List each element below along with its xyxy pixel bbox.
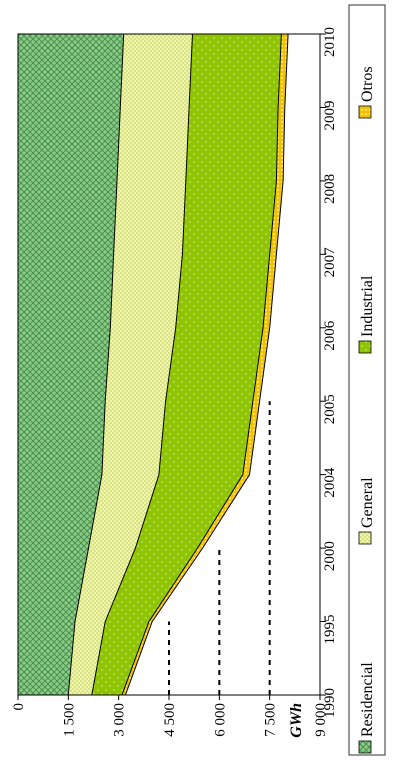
legend-swatch-industrial: [358, 340, 372, 354]
legend-label-residencial: Residencial: [359, 662, 376, 737]
category-label: 2010: [322, 27, 338, 57]
legend-swatch-residencial: [358, 740, 372, 754]
value-tick-label: 3 000: [112, 703, 128, 737]
legend-box: [348, 4, 386, 756]
area-residencial: [18, 34, 124, 695]
legend: Residencial General Industrial Otros: [348, 4, 386, 756]
category-label: 2005: [322, 394, 338, 424]
category-label: 2006: [322, 320, 338, 351]
value-tick-label: 1 500: [61, 703, 77, 737]
category-label: 2007: [322, 247, 338, 278]
legend-label-otros: Otros: [359, 66, 376, 102]
category-label: 1995: [322, 615, 338, 645]
plot-area: [18, 33, 289, 696]
category-label: 2009: [322, 100, 338, 130]
legend-label-general: General: [359, 477, 376, 528]
value-tick-label: 0: [11, 703, 27, 711]
boundary-residencial: [67, 33, 125, 696]
category-label: 2000: [322, 541, 338, 571]
category-label: 1990: [322, 688, 338, 718]
value-tick-label: 7 500: [263, 703, 279, 737]
value-tick-label: 4 500: [162, 703, 178, 737]
axes: 0 1 500 3 000 4 500 6 000 7 500 9 000 GWh 1990 19…: [11, 27, 338, 738]
boundary-otros: [124, 33, 289, 696]
boundary-general: [91, 33, 193, 696]
boundary-industrial: [121, 33, 282, 696]
legend-swatch-general: [358, 531, 372, 545]
area-general: [68, 34, 193, 695]
area-industrial: [91, 34, 282, 695]
value-tick-label: 9 000: [313, 703, 329, 737]
legend-label-industrial: Industrial: [359, 275, 376, 337]
legend-swatch-otros: [358, 105, 372, 119]
category-label: 2004: [322, 467, 338, 498]
value-tick-label: 6 000: [212, 703, 228, 737]
value-axis-label: GWh: [288, 703, 305, 738]
category-label: 2008: [322, 174, 338, 204]
